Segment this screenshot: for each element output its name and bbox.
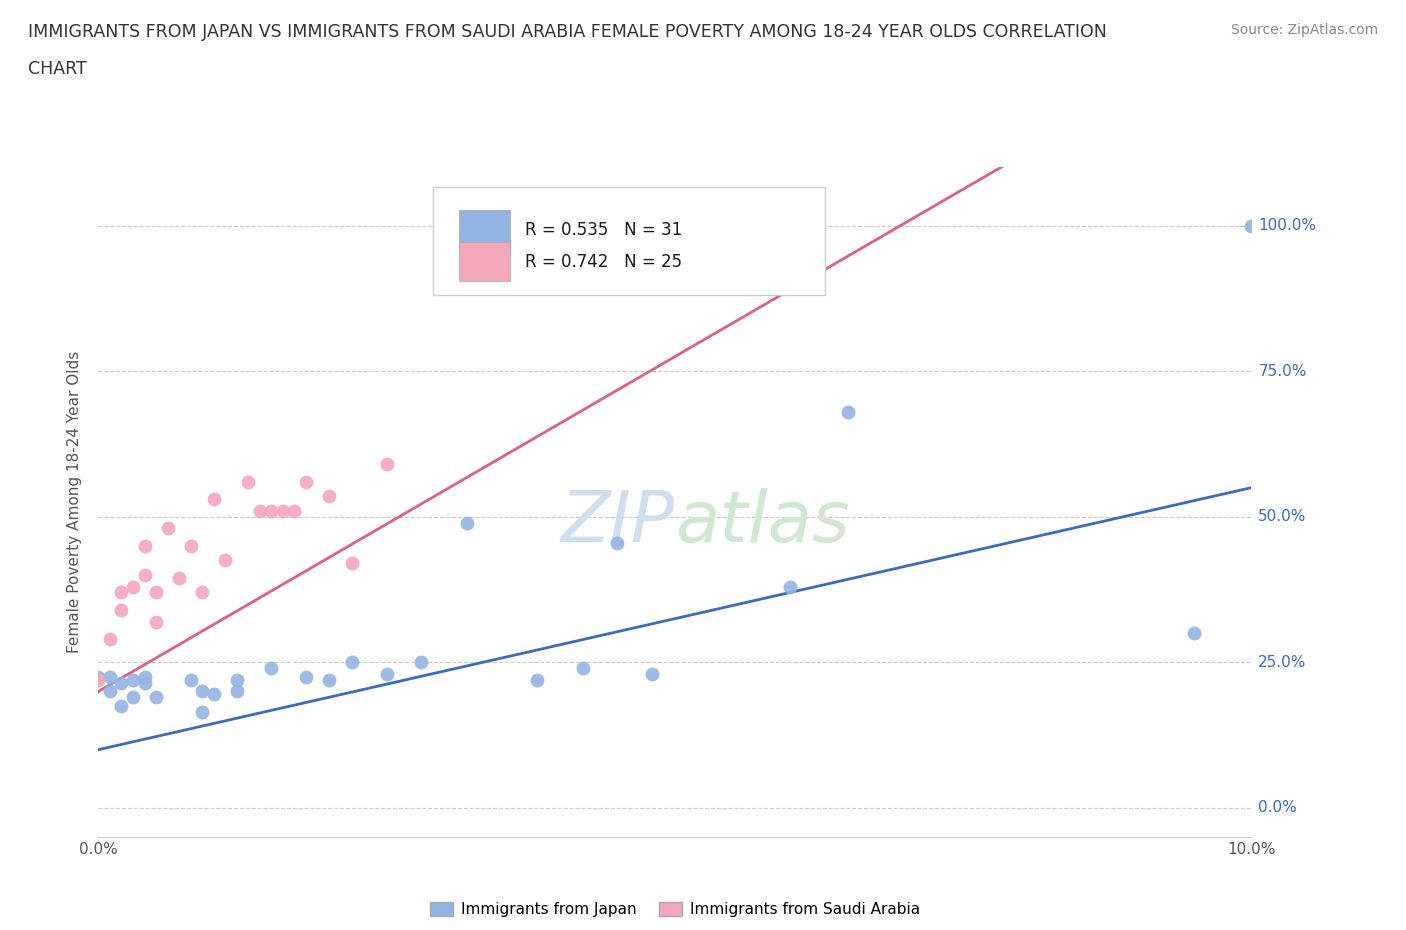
Point <box>318 672 340 687</box>
Point <box>122 690 145 705</box>
Point <box>180 538 202 553</box>
Text: 25.0%: 25.0% <box>1258 655 1306 670</box>
FancyBboxPatch shape <box>460 242 510 282</box>
Point <box>260 503 283 518</box>
Point <box>571 660 593 675</box>
Point <box>98 670 121 684</box>
Point <box>134 567 156 582</box>
Text: Source: ZipAtlas.com: Source: ZipAtlas.com <box>1230 23 1378 37</box>
Y-axis label: Female Poverty Among 18-24 Year Olds: Female Poverty Among 18-24 Year Olds <box>67 352 83 654</box>
Point <box>134 675 156 690</box>
Point <box>202 492 225 507</box>
Point <box>548 189 571 204</box>
Point <box>98 684 121 698</box>
Point <box>110 585 132 600</box>
Point <box>260 660 283 675</box>
Text: 0.0%: 0.0% <box>1258 801 1298 816</box>
Point <box>122 672 145 687</box>
Point <box>283 503 305 518</box>
Point <box>167 570 190 585</box>
Point <box>340 556 363 571</box>
Point <box>641 667 664 682</box>
Text: 75.0%: 75.0% <box>1258 364 1306 379</box>
Point <box>145 614 167 629</box>
Point <box>375 667 398 682</box>
Text: R = 0.535   N = 31: R = 0.535 N = 31 <box>524 220 682 239</box>
Point <box>156 521 179 536</box>
Point <box>110 698 132 713</box>
Text: CHART: CHART <box>28 60 87 78</box>
Point <box>180 672 202 687</box>
Legend: Immigrants from Japan, Immigrants from Saudi Arabia: Immigrants from Japan, Immigrants from S… <box>423 896 927 923</box>
Point <box>606 536 628 551</box>
Text: R = 0.742   N = 25: R = 0.742 N = 25 <box>524 253 682 271</box>
Point <box>87 670 110 684</box>
Text: ZIP: ZIP <box>561 488 675 557</box>
Text: atlas: atlas <box>675 488 849 557</box>
Point <box>456 515 478 530</box>
Point <box>214 553 236 568</box>
Point <box>295 474 318 489</box>
Point <box>191 585 214 600</box>
Point <box>295 670 318 684</box>
Point <box>191 704 214 719</box>
Point <box>87 672 110 687</box>
Point <box>1240 219 1263 233</box>
Point <box>238 474 260 489</box>
Point <box>110 675 132 690</box>
Point <box>191 684 214 698</box>
Point <box>225 684 247 698</box>
Point <box>271 503 294 518</box>
Point <box>411 655 433 670</box>
Point <box>526 672 548 687</box>
Point <box>318 489 340 504</box>
Text: IMMIGRANTS FROM JAPAN VS IMMIGRANTS FROM SAUDI ARABIA FEMALE POVERTY AMONG 18-24: IMMIGRANTS FROM JAPAN VS IMMIGRANTS FROM… <box>28 23 1107 41</box>
Point <box>249 503 271 518</box>
Point <box>134 538 156 553</box>
Point <box>837 405 859 419</box>
Point <box>1182 626 1205 641</box>
Point <box>375 457 398 472</box>
Point <box>110 603 132 618</box>
Point <box>340 655 363 670</box>
Text: 50.0%: 50.0% <box>1258 510 1306 525</box>
Point <box>202 687 225 702</box>
Point <box>98 631 121 646</box>
FancyBboxPatch shape <box>433 188 825 295</box>
Text: 100.0%: 100.0% <box>1258 219 1316 233</box>
Point <box>145 690 167 705</box>
Point <box>225 672 247 687</box>
Point <box>779 579 801 594</box>
Point <box>145 585 167 600</box>
Point <box>122 579 145 594</box>
Point <box>134 670 156 684</box>
FancyBboxPatch shape <box>460 210 510 249</box>
